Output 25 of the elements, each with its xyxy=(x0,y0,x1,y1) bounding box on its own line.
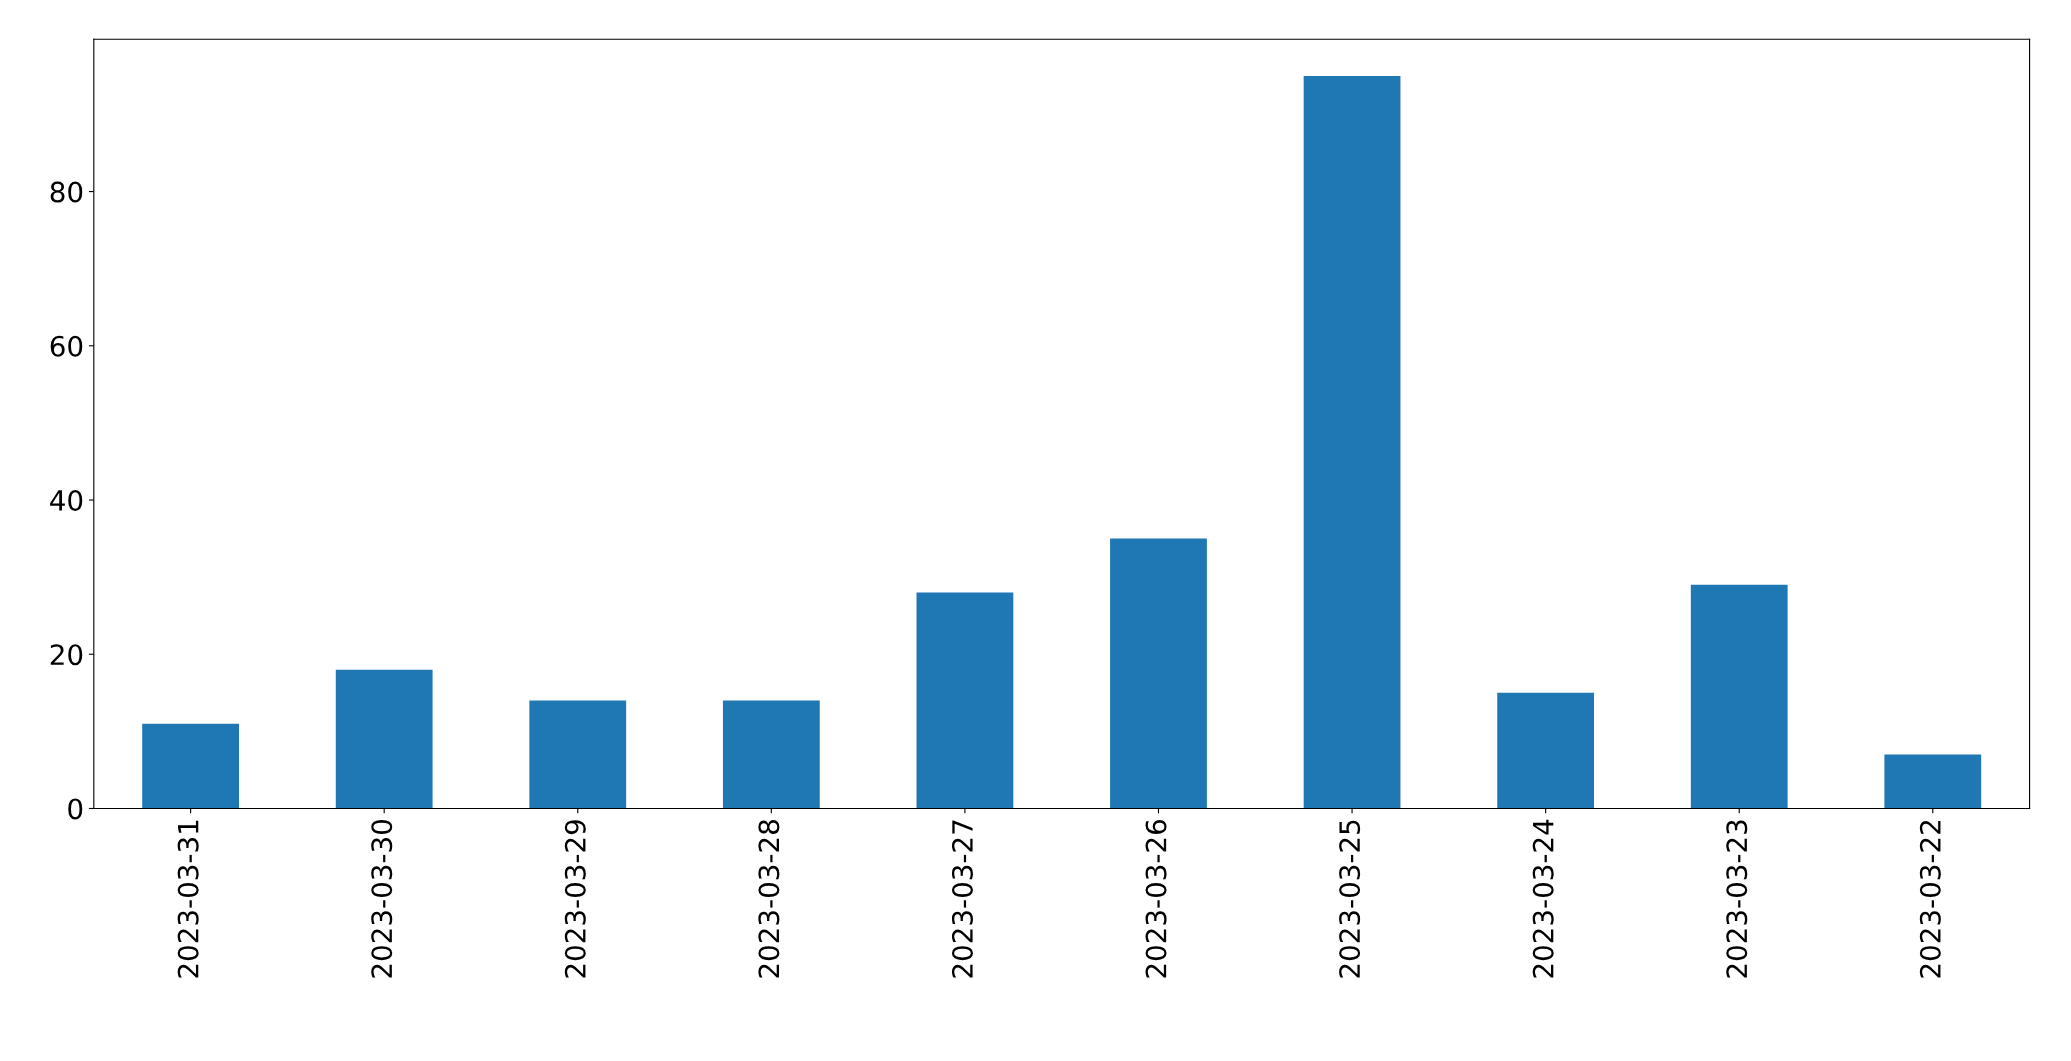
y-tick-label: 40 xyxy=(50,489,83,511)
bar xyxy=(1690,584,1788,809)
bar xyxy=(142,723,239,809)
x-tick-label: 2023-03-23 xyxy=(1726,820,1748,978)
bar xyxy=(722,700,820,809)
x-tick-label: 2023-03-26 xyxy=(1145,819,1167,978)
x-tick-label: 2023-03-29 xyxy=(564,820,586,978)
x-tick-label: 2023-03-27 xyxy=(951,820,973,978)
x-tick-label: 2023-03-22 xyxy=(1919,820,1941,978)
y-tick-label: 80 xyxy=(50,181,83,203)
y-tick-label: 20 xyxy=(50,644,83,666)
y-tick-label: 0 xyxy=(68,798,83,820)
bar xyxy=(529,700,627,809)
bar xyxy=(335,669,433,809)
x-tick-label: 2023-03-24 xyxy=(1532,819,1554,978)
bar xyxy=(1497,692,1595,809)
bar xyxy=(1110,538,1207,809)
bar xyxy=(1884,754,1982,809)
y-tick-label: 60 xyxy=(50,335,83,357)
x-tick-label: 2023-03-25 xyxy=(1339,820,1361,978)
bar xyxy=(916,592,1014,809)
bar xyxy=(1303,75,1401,809)
x-tick-label: 2023-03-28 xyxy=(758,820,780,978)
x-tick-label: 2023-03-31 xyxy=(177,820,199,978)
x-tick-label: 2023-03-30 xyxy=(371,820,393,978)
